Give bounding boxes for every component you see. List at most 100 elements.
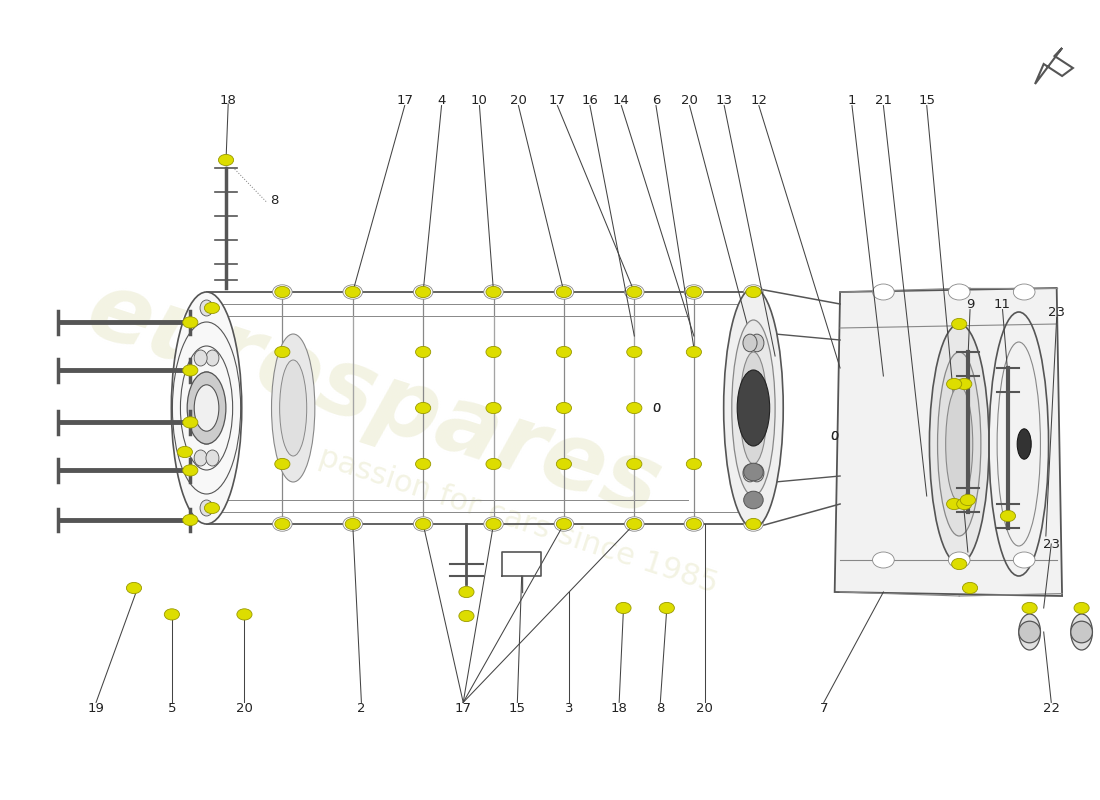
Circle shape — [183, 417, 198, 428]
Circle shape — [557, 346, 572, 358]
Text: 19: 19 — [88, 702, 104, 714]
Circle shape — [416, 286, 431, 298]
Circle shape — [625, 517, 645, 531]
Text: 21: 21 — [874, 94, 892, 106]
Text: 15: 15 — [918, 94, 935, 106]
Text: 17: 17 — [454, 702, 472, 714]
Circle shape — [744, 517, 763, 531]
Circle shape — [183, 317, 198, 328]
Ellipse shape — [750, 334, 763, 352]
Circle shape — [459, 610, 474, 622]
Circle shape — [345, 518, 361, 530]
Text: 4: 4 — [438, 94, 446, 106]
Ellipse shape — [737, 370, 770, 446]
Circle shape — [557, 286, 572, 298]
Ellipse shape — [930, 324, 989, 564]
Text: 0: 0 — [830, 430, 838, 442]
Circle shape — [343, 517, 363, 531]
Text: 13: 13 — [716, 94, 733, 106]
Ellipse shape — [1019, 621, 1041, 643]
Circle shape — [414, 517, 433, 531]
Ellipse shape — [1070, 614, 1092, 650]
Circle shape — [872, 284, 894, 300]
Circle shape — [948, 552, 970, 568]
Circle shape — [486, 346, 502, 358]
Circle shape — [957, 378, 972, 390]
Circle shape — [746, 286, 761, 298]
Ellipse shape — [272, 334, 315, 482]
Text: 17: 17 — [396, 94, 414, 106]
Ellipse shape — [744, 463, 763, 481]
Text: eurospares: eurospares — [76, 264, 673, 536]
Circle shape — [746, 518, 761, 530]
Text: 20: 20 — [696, 702, 713, 714]
Ellipse shape — [742, 464, 757, 482]
Ellipse shape — [194, 350, 207, 366]
Circle shape — [1000, 510, 1015, 522]
Ellipse shape — [750, 464, 763, 482]
Ellipse shape — [200, 500, 213, 516]
Circle shape — [219, 154, 233, 166]
Circle shape — [659, 602, 674, 614]
Ellipse shape — [742, 334, 757, 352]
Text: 11: 11 — [994, 298, 1011, 310]
Circle shape — [345, 286, 361, 298]
Text: 20: 20 — [681, 94, 698, 106]
Text: 17: 17 — [549, 94, 565, 106]
Text: 0: 0 — [652, 402, 660, 414]
Ellipse shape — [194, 450, 207, 466]
Text: 10: 10 — [471, 94, 488, 106]
Circle shape — [416, 518, 431, 530]
Circle shape — [484, 517, 504, 531]
Circle shape — [486, 402, 502, 414]
Text: 18: 18 — [610, 702, 628, 714]
Text: 22: 22 — [1043, 702, 1059, 714]
Circle shape — [957, 498, 972, 510]
Circle shape — [484, 285, 504, 299]
Circle shape — [684, 517, 704, 531]
Circle shape — [1074, 602, 1089, 614]
Circle shape — [416, 346, 431, 358]
Circle shape — [616, 602, 631, 614]
Circle shape — [414, 285, 433, 299]
Circle shape — [686, 518, 702, 530]
Circle shape — [273, 285, 293, 299]
Circle shape — [183, 365, 198, 376]
Text: 7: 7 — [820, 702, 828, 714]
Circle shape — [627, 286, 642, 298]
Circle shape — [236, 609, 252, 620]
Ellipse shape — [744, 491, 763, 509]
Ellipse shape — [1070, 621, 1092, 643]
Circle shape — [1022, 602, 1037, 614]
Circle shape — [275, 518, 290, 530]
Ellipse shape — [732, 320, 775, 496]
Circle shape — [275, 458, 290, 470]
Text: 1: 1 — [848, 94, 856, 106]
Text: 9: 9 — [966, 298, 975, 310]
Circle shape — [486, 518, 502, 530]
Text: 20: 20 — [510, 94, 527, 106]
Circle shape — [686, 458, 702, 470]
Text: 14: 14 — [613, 94, 630, 106]
Circle shape — [627, 518, 642, 530]
Ellipse shape — [724, 288, 783, 528]
Circle shape — [557, 402, 572, 414]
Circle shape — [416, 402, 431, 414]
Text: 8: 8 — [656, 702, 664, 714]
Circle shape — [627, 402, 642, 414]
Circle shape — [948, 284, 970, 300]
Ellipse shape — [177, 320, 236, 496]
Circle shape — [273, 517, 293, 531]
Circle shape — [625, 285, 645, 299]
Ellipse shape — [187, 372, 225, 444]
Circle shape — [960, 494, 976, 506]
Text: 20: 20 — [236, 702, 253, 714]
Text: 6: 6 — [652, 94, 660, 106]
Circle shape — [183, 465, 198, 476]
Circle shape — [872, 552, 894, 568]
Circle shape — [627, 458, 642, 470]
Text: 0: 0 — [830, 430, 839, 442]
Circle shape — [684, 285, 704, 299]
Circle shape — [947, 498, 961, 510]
Circle shape — [275, 346, 290, 358]
